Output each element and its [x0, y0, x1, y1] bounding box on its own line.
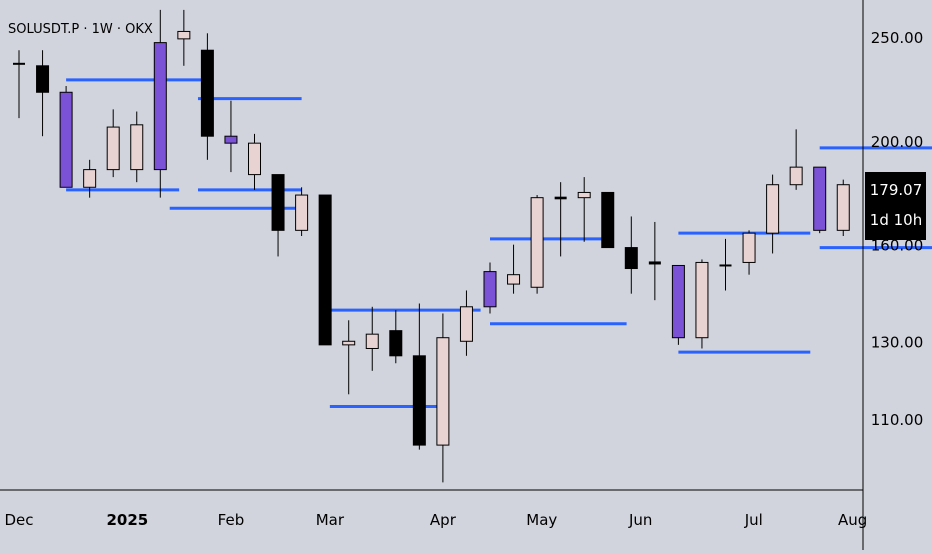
candle[interactable]: [648, 221, 661, 301]
candle[interactable]: [436, 313, 450, 483]
time-tick-label: Jun: [628, 511, 652, 529]
time-tick-label: Dec: [4, 511, 33, 529]
candle[interactable]: [83, 159, 97, 198]
candle[interactable]: [624, 216, 638, 294]
candle[interactable]: [318, 194, 332, 346]
candle[interactable]: [766, 174, 780, 254]
candle-body: [106, 126, 120, 171]
candle-body: [342, 340, 356, 346]
time-tick-label: Apr: [430, 511, 457, 529]
candle[interactable]: [177, 9, 191, 66]
candle-body: [601, 191, 615, 249]
current-price-label: 179.07: [870, 181, 923, 199]
candle[interactable]: [106, 109, 120, 178]
candles-layer: [13, 9, 850, 483]
candle-body: [507, 274, 521, 285]
candle-body: [624, 247, 638, 270]
time-tick-label: Jul: [744, 511, 763, 529]
candle-body: [295, 194, 309, 231]
candle[interactable]: [224, 100, 238, 173]
candle[interactable]: [59, 86, 73, 188]
candle[interactable]: [530, 195, 544, 294]
candle-body: [648, 261, 661, 265]
candle[interactable]: [130, 111, 144, 183]
candle[interactable]: [295, 187, 309, 237]
countdown-label: 1d 10h: [870, 211, 922, 229]
candle-body: [836, 184, 850, 231]
price-tick-label: 110.00: [871, 411, 924, 429]
candle-body: [695, 261, 709, 339]
candle[interactable]: [271, 174, 285, 257]
price-axis[interactable]: 250.00 200.00 160.00 130.00 110.00: [871, 29, 924, 429]
current-price-badge: 179.07 1d 10h: [865, 172, 926, 240]
price-tick-label: 200.00: [871, 133, 924, 151]
candle[interactable]: [459, 290, 473, 356]
candle[interactable]: [13, 50, 25, 119]
candle-body: [719, 264, 732, 267]
candle-body: [177, 30, 191, 40]
candle-body: [248, 142, 261, 176]
level-lines-layer: [66, 78, 932, 408]
candle[interactable]: [389, 310, 403, 364]
candle-body: [436, 337, 450, 446]
candle-body: [813, 166, 827, 231]
candle[interactable]: [412, 303, 426, 450]
candle[interactable]: [365, 306, 379, 371]
candle[interactable]: [789, 129, 803, 190]
candle[interactable]: [200, 33, 214, 160]
candle-body: [224, 135, 238, 144]
candle[interactable]: [507, 244, 521, 294]
candle-body: [318, 194, 332, 346]
candle-body: [365, 333, 379, 349]
candle-body: [530, 197, 544, 288]
candle[interactable]: [601, 191, 615, 249]
time-tick-label: May: [526, 511, 557, 529]
candle-body: [200, 49, 214, 137]
candle-body: [36, 65, 50, 93]
candle-body: [766, 184, 780, 234]
candle-body: [554, 196, 567, 200]
candle[interactable]: [153, 9, 167, 198]
time-tick-label: Feb: [218, 511, 245, 529]
candle-body: [153, 42, 167, 171]
candle[interactable]: [577, 177, 591, 242]
candle-body: [671, 264, 685, 339]
candle[interactable]: [813, 166, 827, 234]
candle-body: [459, 306, 473, 342]
price-tick-label: 250.00: [871, 29, 924, 47]
candle-body: [412, 355, 426, 446]
time-tick-label: 2025: [106, 511, 148, 529]
candle-body: [389, 330, 403, 357]
time-tick-label: Mar: [316, 511, 345, 529]
symbol-title: SOLUSDT.P · 1W · OKX: [8, 22, 153, 37]
candle[interactable]: [483, 262, 497, 314]
candle[interactable]: [719, 238, 732, 291]
candle-body: [13, 62, 25, 65]
candle-body: [271, 174, 285, 231]
candle[interactable]: [36, 50, 50, 137]
candle-body: [83, 169, 97, 188]
price-badge-bg: [865, 172, 926, 240]
candle[interactable]: [671, 264, 685, 345]
candle-body: [59, 91, 73, 188]
price-tick-label: 130.00: [871, 333, 924, 351]
candle-body: [483, 271, 497, 308]
time-axis[interactable]: Dec2025FebMarAprMayJunJulAugSepOct: [4, 511, 932, 529]
candle[interactable]: [554, 182, 567, 257]
candle-body: [789, 166, 803, 186]
candle[interactable]: [342, 320, 356, 395]
candle-body: [130, 124, 144, 171]
candle[interactable]: [695, 259, 709, 349]
price-tick-label: 160.00: [871, 237, 924, 255]
candle[interactable]: [248, 133, 261, 190]
candle-body: [577, 191, 591, 199]
candle[interactable]: [836, 179, 850, 237]
candle[interactable]: [742, 230, 756, 275]
candle-body: [742, 232, 756, 263]
time-tick-label: Aug: [838, 511, 867, 529]
